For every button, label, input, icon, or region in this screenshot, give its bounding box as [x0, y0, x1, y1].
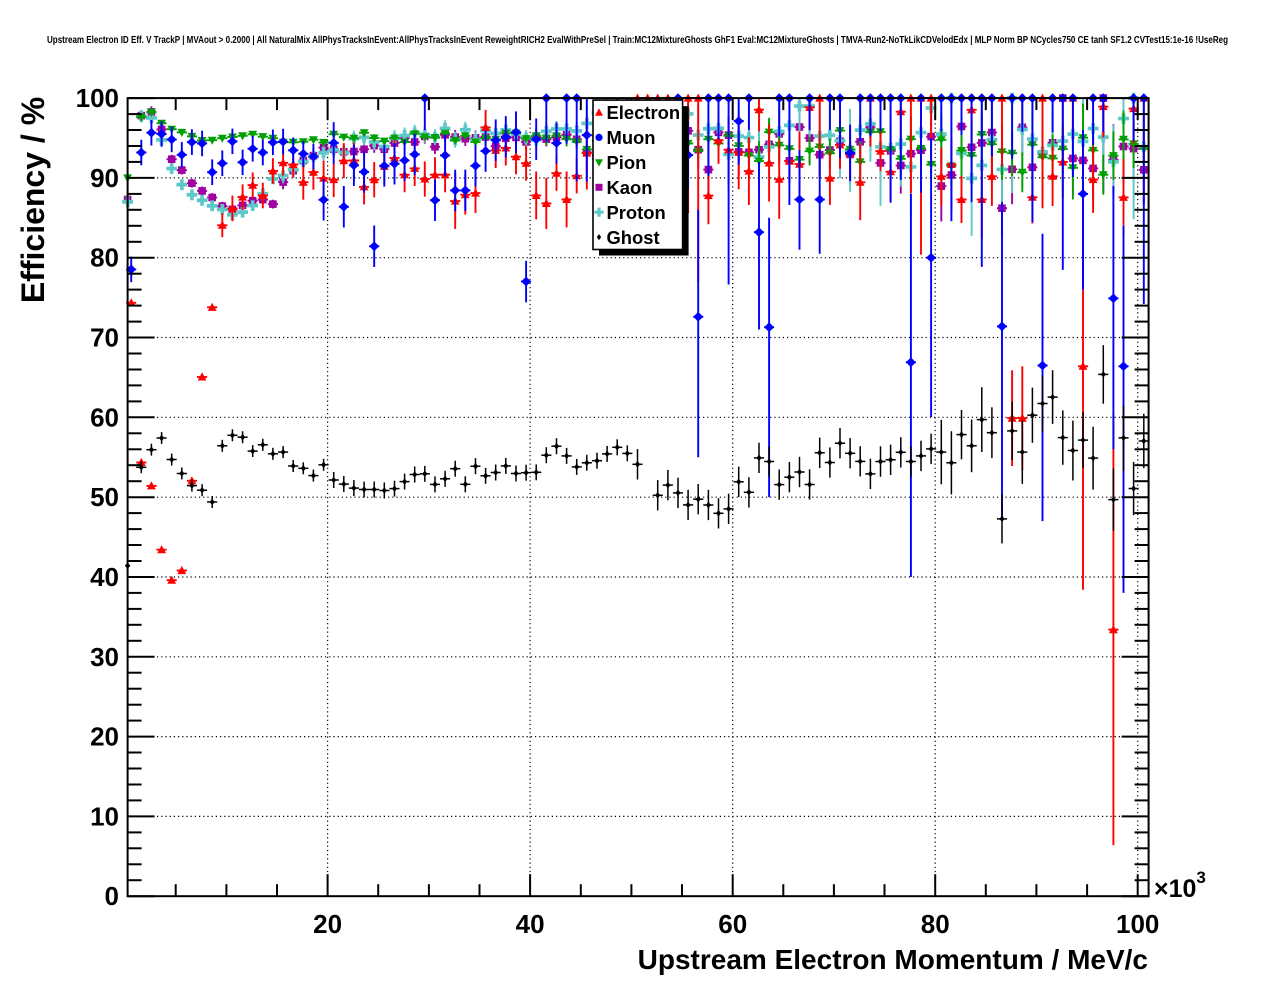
svg-text:90: 90 [90, 163, 119, 193]
svg-text:60: 60 [90, 402, 119, 432]
svg-text:80: 80 [90, 243, 119, 273]
svg-text:70: 70 [90, 323, 119, 353]
svg-text:Electron: Electron [607, 102, 681, 123]
svg-text:20: 20 [313, 909, 342, 939]
svg-text:Ghost: Ghost [607, 227, 660, 248]
svg-text:40: 40 [516, 909, 545, 939]
svg-text:80: 80 [921, 909, 950, 939]
svg-text:Proton: Proton [607, 202, 666, 223]
svg-text:0: 0 [105, 881, 119, 911]
svg-text:Efficiency / %: Efficiency / % [15, 97, 51, 303]
svg-text:Kaon: Kaon [607, 177, 653, 198]
svg-text:Upstream Electron Momentum / M: Upstream Electron Momentum / MeV/c [638, 944, 1148, 975]
svg-text:40: 40 [90, 562, 119, 592]
svg-text:Pion: Pion [607, 152, 647, 173]
svg-text:10: 10 [90, 801, 119, 831]
svg-text:100: 100 [1116, 909, 1159, 939]
svg-text:Upstream Electron ID Eff. V Tr: Upstream Electron ID Eff. V TrackP | MVA… [47, 34, 1228, 46]
svg-text:50: 50 [90, 482, 119, 512]
svg-text:60: 60 [718, 909, 747, 939]
svg-text:Muon: Muon [607, 127, 656, 148]
svg-text:20: 20 [90, 722, 119, 752]
svg-text:100: 100 [76, 83, 119, 113]
svg-text:30: 30 [90, 642, 119, 672]
